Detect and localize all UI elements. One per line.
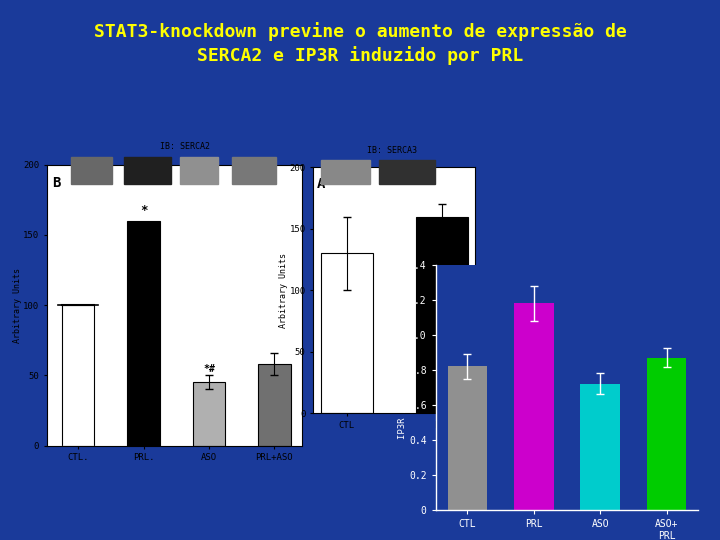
Text: IB: SERCA2: IB: SERCA2	[161, 142, 210, 151]
Text: STAT3-knockdown previne o aumento de expressão de
SERCA2 e IP3R induzido por PRL: STAT3-knockdown previne o aumento de exp…	[94, 22, 626, 65]
Text: A: A	[317, 177, 325, 191]
Bar	[127, 221, 160, 446]
Bar	[580, 384, 620, 510]
Text: *#: *#	[203, 364, 215, 374]
Bar	[232, 158, 276, 184]
Bar	[320, 253, 373, 413]
Bar	[514, 303, 554, 510]
Text: B: B	[52, 176, 60, 190]
Bar	[124, 158, 171, 184]
Y-axis label: Arbitrary Units: Arbitrary Units	[13, 268, 22, 342]
Bar	[71, 158, 112, 184]
Y-axis label: Arbitrary Units: Arbitrary Units	[279, 253, 288, 328]
Bar	[179, 158, 217, 184]
Y-axis label: IP3R / RPL37a ratio: IP3R / RPL37a ratio	[397, 336, 406, 438]
Bar	[258, 364, 291, 446]
Bar	[192, 382, 225, 446]
Bar	[320, 160, 370, 184]
Text: *: *	[140, 204, 148, 217]
Bar	[448, 366, 487, 510]
Bar	[415, 217, 468, 413]
Bar	[379, 160, 436, 184]
Text: IB: SERCA3: IB: SERCA3	[367, 146, 418, 155]
Bar	[62, 305, 94, 446]
Bar	[647, 357, 686, 510]
